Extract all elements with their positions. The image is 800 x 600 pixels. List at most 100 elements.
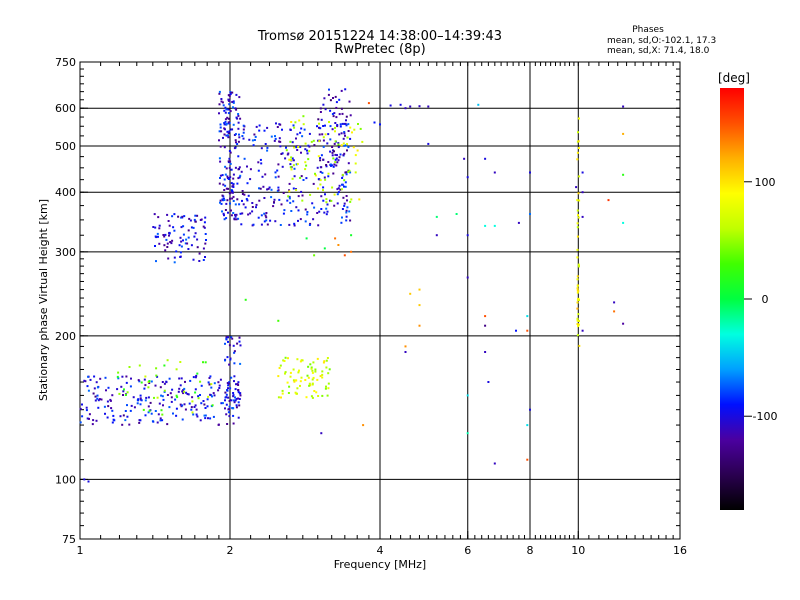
data-point <box>174 398 177 401</box>
data-point <box>154 410 157 412</box>
data-point <box>212 415 215 418</box>
data-point <box>251 206 254 208</box>
data-point <box>296 358 299 361</box>
data-point <box>224 173 227 176</box>
data-point <box>268 186 271 189</box>
data-point <box>227 117 230 120</box>
data-point <box>213 394 216 397</box>
data-point <box>238 340 241 343</box>
data-point <box>168 406 171 409</box>
data-point <box>290 156 293 159</box>
data-point <box>326 357 329 359</box>
data-point <box>162 398 165 401</box>
data-point <box>526 424 529 427</box>
data-point <box>316 212 319 214</box>
colorbar-tick-label: 100 <box>755 176 776 189</box>
data-point <box>237 121 240 124</box>
data-point <box>233 351 236 354</box>
data-point <box>493 171 496 174</box>
data-point <box>266 223 269 226</box>
data-point <box>88 417 90 420</box>
data-point <box>180 377 183 380</box>
data-point <box>204 216 207 219</box>
data-point <box>347 130 350 132</box>
data-point <box>281 128 283 131</box>
data-point <box>311 378 314 381</box>
data-point <box>124 419 127 422</box>
data-point <box>351 131 353 134</box>
data-point <box>228 177 231 180</box>
data-point <box>283 360 286 362</box>
data-point <box>319 375 322 378</box>
data-point <box>326 394 329 397</box>
data-point <box>81 415 84 418</box>
data-point <box>306 152 309 155</box>
data-point <box>399 103 402 106</box>
data-point <box>224 399 226 402</box>
data-point <box>279 224 282 226</box>
data-point <box>121 375 124 378</box>
data-point <box>320 166 323 169</box>
data-point <box>318 126 320 129</box>
data-point <box>133 406 136 409</box>
data-point <box>317 224 320 227</box>
data-point <box>321 373 324 376</box>
data-point <box>245 198 248 200</box>
data-point <box>210 386 213 389</box>
data-point <box>357 123 359 125</box>
data-point <box>336 125 339 128</box>
data-point <box>148 380 151 382</box>
data-point <box>299 384 301 387</box>
data-point <box>193 218 196 221</box>
data-point <box>239 212 242 215</box>
data-point <box>331 146 334 148</box>
data-point <box>578 199 581 202</box>
data-point <box>218 157 221 160</box>
data-point <box>207 417 209 420</box>
data-point <box>318 210 321 213</box>
data-point <box>622 105 625 108</box>
data-point <box>235 383 237 386</box>
data-point <box>157 216 160 219</box>
data-point <box>231 337 234 340</box>
data-point <box>260 147 263 150</box>
data-point <box>205 239 207 241</box>
data-point <box>238 336 241 339</box>
data-point <box>409 105 412 108</box>
data-point <box>317 187 319 190</box>
data-point <box>278 198 281 201</box>
data-point <box>289 128 292 131</box>
data-point <box>325 207 328 210</box>
data-point <box>340 144 343 147</box>
data-point <box>333 204 336 207</box>
data-point <box>577 323 580 326</box>
data-point <box>463 157 466 160</box>
data-point <box>435 215 438 218</box>
data-point <box>325 359 328 362</box>
data-point <box>576 319 579 322</box>
data-point <box>343 202 346 205</box>
data-point <box>166 242 169 245</box>
data-point <box>323 176 326 179</box>
data-point <box>333 112 336 115</box>
data-point <box>578 320 580 322</box>
data-point <box>177 215 180 218</box>
data-point <box>219 126 222 129</box>
data-point <box>195 374 198 377</box>
data-point <box>277 396 280 399</box>
data-point <box>314 368 317 371</box>
data-point <box>576 275 579 278</box>
plot-area <box>79 61 681 540</box>
data-point <box>230 209 232 212</box>
data-point <box>232 101 235 104</box>
data-point <box>246 199 249 202</box>
data-point <box>228 344 231 347</box>
data-point <box>106 400 109 403</box>
data-point <box>191 400 194 403</box>
data-point <box>104 376 107 379</box>
data-point <box>145 396 148 399</box>
data-point <box>224 391 227 394</box>
data-point <box>194 220 197 223</box>
data-point <box>235 141 237 144</box>
data-point <box>239 362 242 365</box>
